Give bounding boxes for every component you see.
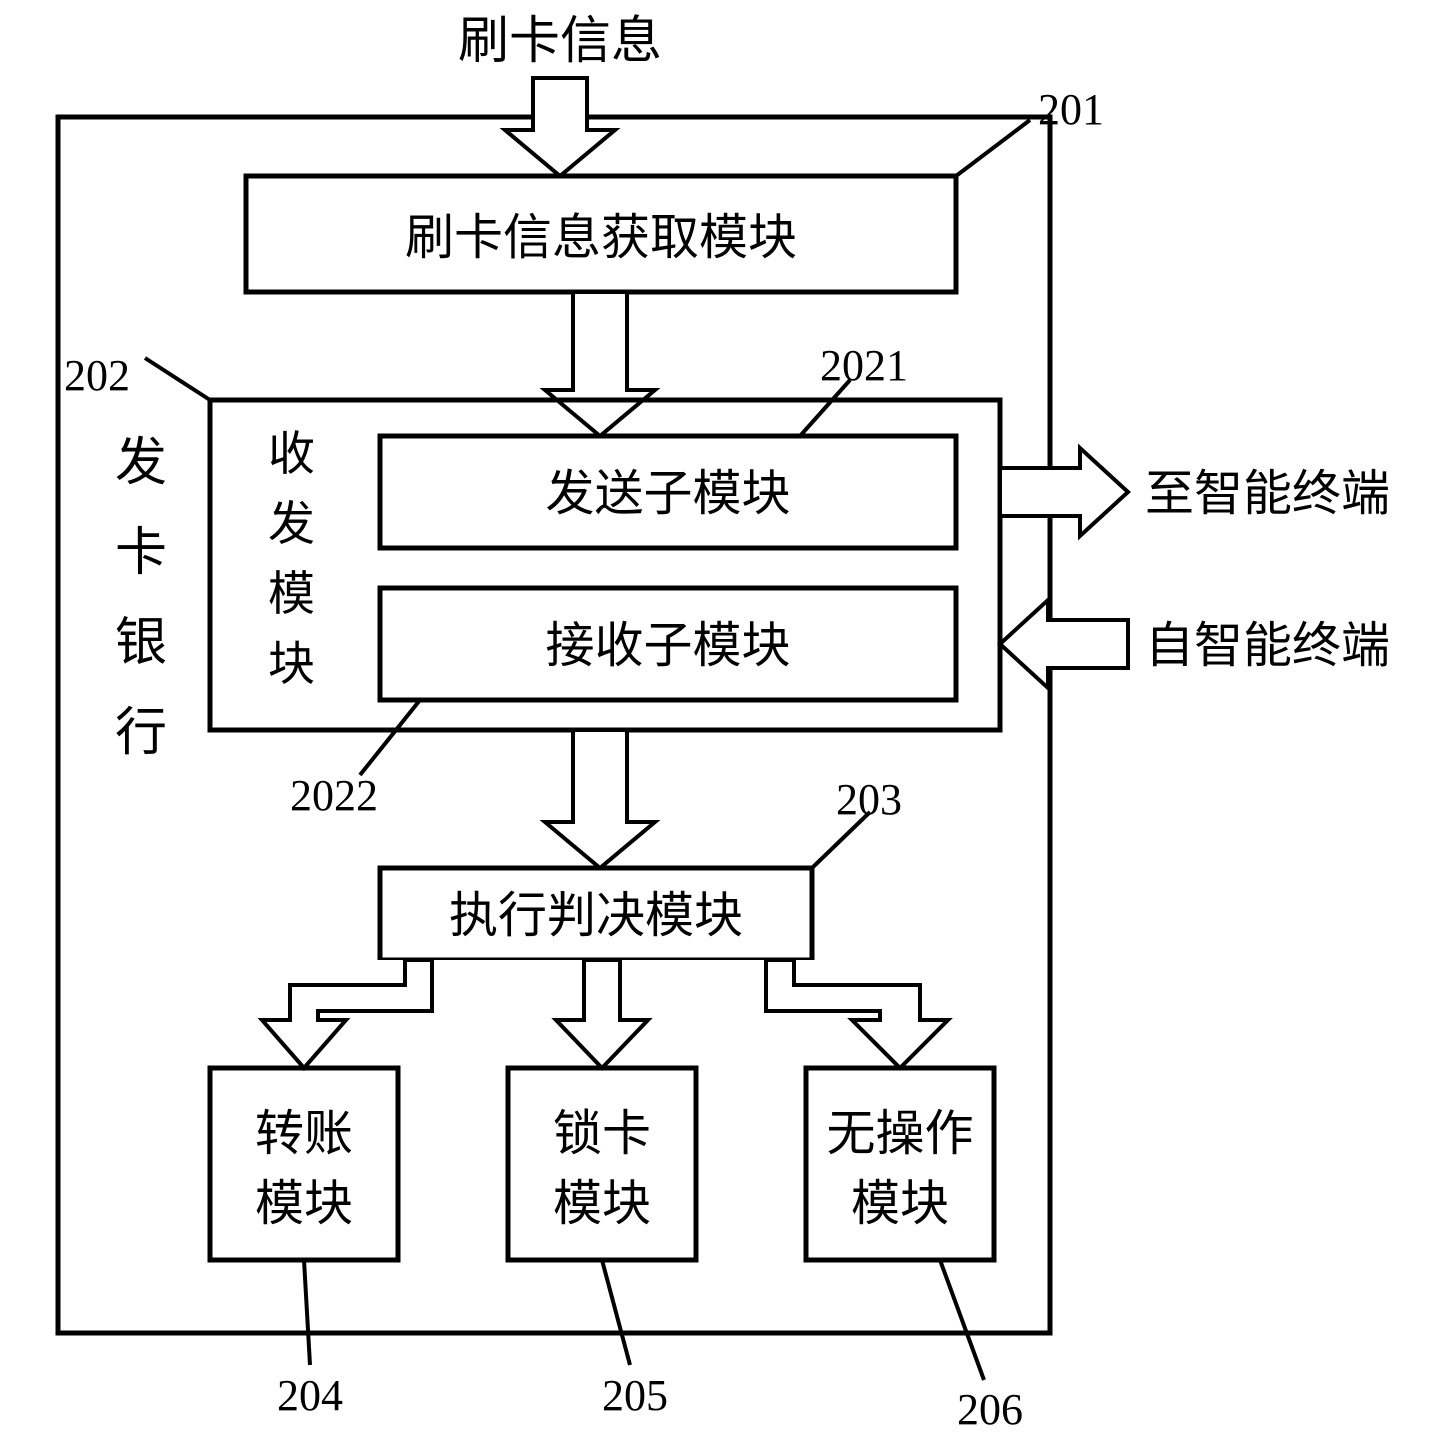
box-2022-label: 接收子模块 — [545, 618, 790, 673]
arrow-title-to-201 — [505, 78, 615, 176]
leader-206 — [940, 1260, 984, 1380]
arrow-2021-out — [1000, 448, 1128, 536]
box-204 — [210, 1068, 398, 1260]
box-2021-label: 发送子模块 — [545, 466, 790, 521]
leader-202 — [145, 358, 210, 400]
box-202 — [210, 400, 1000, 730]
arrow-2022-in — [1000, 600, 1128, 688]
box-206-l2: 模块 — [851, 1176, 949, 1231]
box-206 — [806, 1068, 994, 1260]
box-205-l1: 锁卡 — [553, 1106, 651, 1161]
box-204-l2: 模块 — [255, 1176, 353, 1231]
ref-205: 205 — [602, 1371, 668, 1420]
arrow-2022-to-203 — [545, 730, 655, 868]
leader-2022 — [360, 700, 420, 775]
box-206-l1: 无操作 — [826, 1106, 973, 1161]
title-text: 刷卡信息 — [458, 13, 662, 70]
arrow-201-to-2021 — [545, 292, 655, 436]
ref-206: 206 — [957, 1385, 1023, 1434]
outer-label: 发 卡 银 行 — [115, 435, 180, 762]
box-202-label: 收 发 模 块 — [268, 429, 327, 691]
ext1-label: 至智能终端 — [1145, 466, 1390, 521]
ref-204: 204 — [277, 1371, 343, 1420]
leader-204 — [304, 1260, 310, 1365]
ref-2022: 2022 — [290, 771, 378, 820]
leader-201 — [956, 120, 1030, 176]
ref-202: 202 — [64, 351, 130, 400]
box-205 — [508, 1068, 696, 1260]
box-203-label: 执行判决模块 — [449, 888, 743, 943]
box-204-l1: 转账 — [255, 1106, 353, 1161]
box-205-l2: 模块 — [553, 1176, 651, 1231]
ext2-label: 自智能终端 — [1145, 618, 1390, 673]
leader-205 — [602, 1260, 630, 1365]
flowchart-diagram: 发 卡 银 行 刷卡信息 刷卡信息获取模块 201 收 发 模 块 202 发送… — [0, 0, 1442, 1454]
ref-201: 201 — [1038, 85, 1104, 134]
box-201-label: 刷卡信息获取模块 — [405, 210, 797, 265]
ref-203: 203 — [836, 775, 902, 824]
ref-2021: 2021 — [820, 341, 908, 390]
